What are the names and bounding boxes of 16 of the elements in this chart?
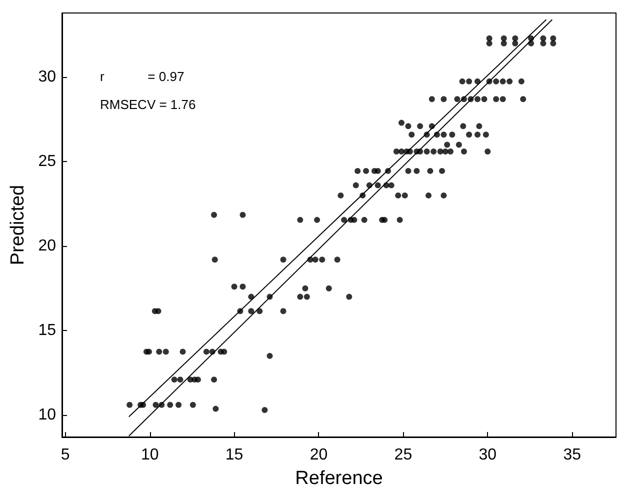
x-tick-label: 5 xyxy=(60,446,70,464)
x-tick-label: 35 xyxy=(563,446,582,464)
x-tick-label: 25 xyxy=(394,446,412,464)
y-tick-label: 30 xyxy=(38,68,56,86)
annotation: r = 0.97 xyxy=(100,69,184,84)
x-tick-label: 10 xyxy=(140,446,159,464)
x-tick-label: 30 xyxy=(478,446,497,464)
y-tick-label: 20 xyxy=(38,238,56,255)
x-tick-label: 15 xyxy=(225,446,244,464)
y-tick-label: 10 xyxy=(38,406,56,424)
y-axis-title: Predicted xyxy=(7,184,28,266)
x-axis-title: Reference xyxy=(295,468,383,489)
y-tick-label: 25 xyxy=(38,153,56,170)
x-tick-label: 20 xyxy=(310,446,328,464)
y-tick-label: 15 xyxy=(38,322,56,340)
annotation: RMSECV = 1.76 xyxy=(100,97,196,112)
